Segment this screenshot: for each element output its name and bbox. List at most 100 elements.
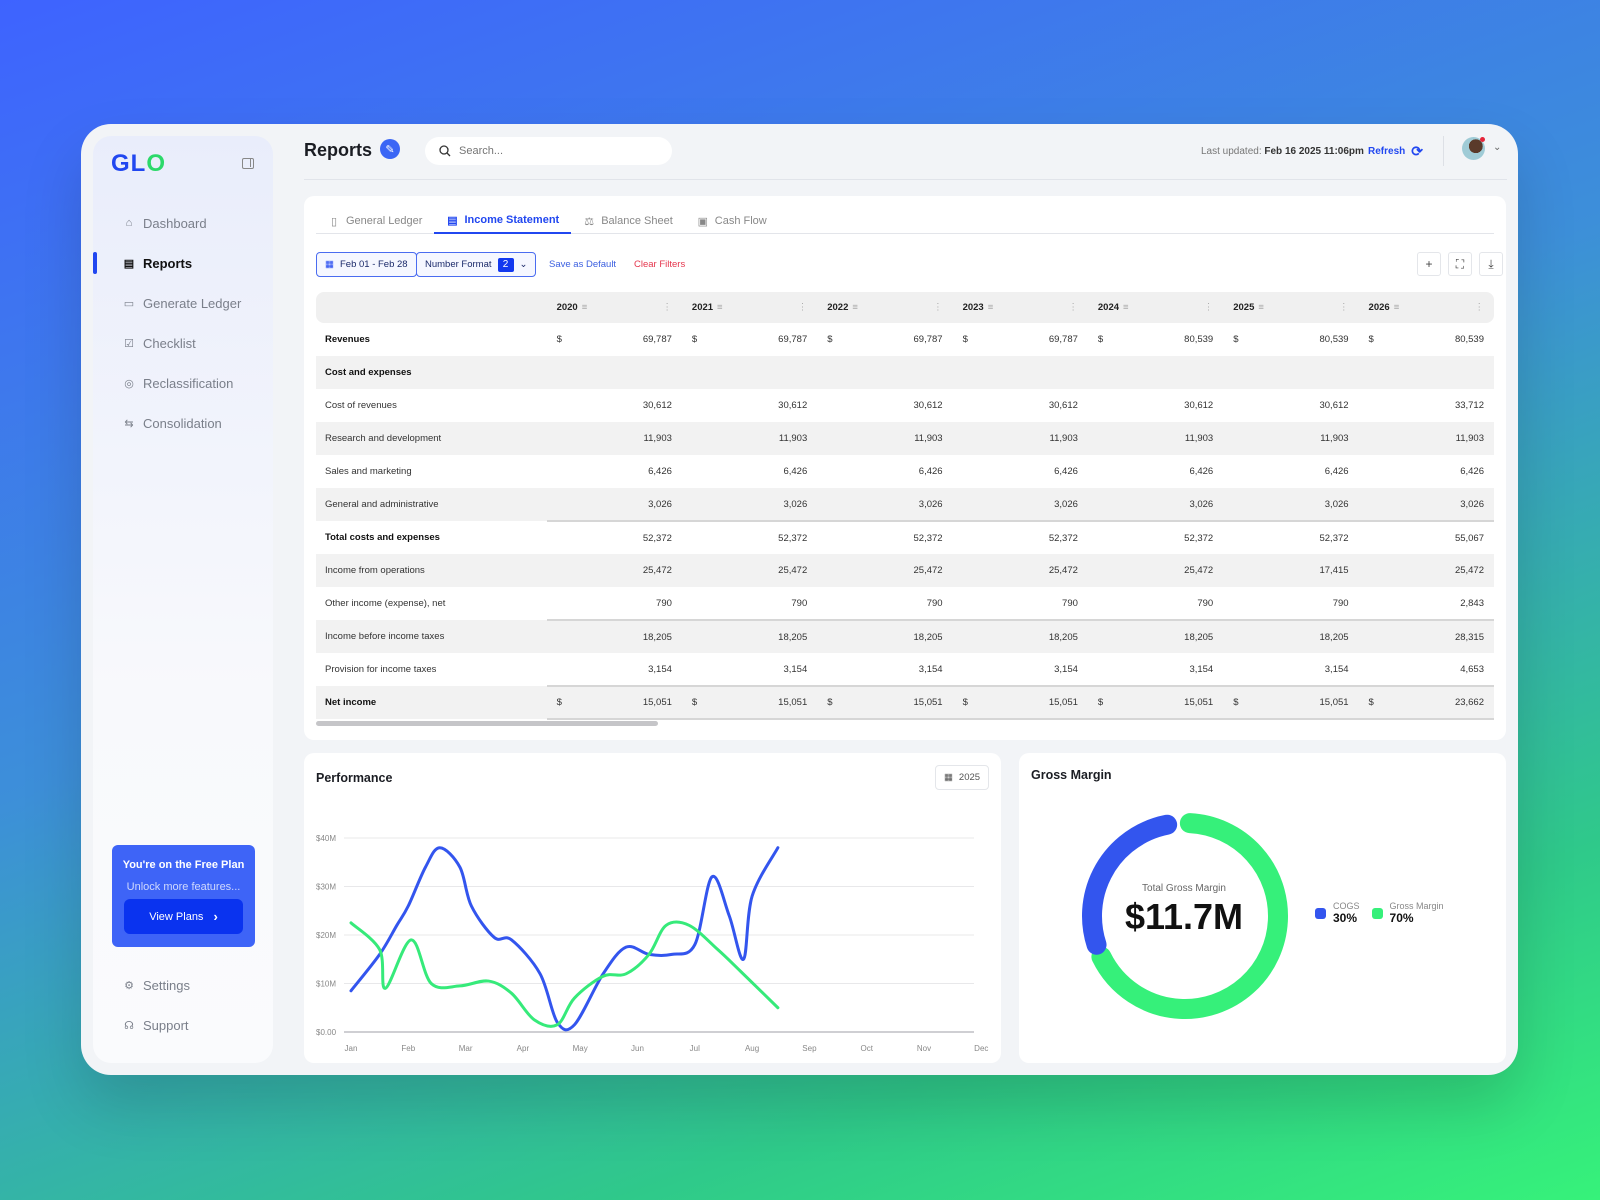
tab-balance-sheet[interactable]: ⚖ Balance Sheet [571, 208, 685, 234]
filter-icon[interactable]: ≡ [581, 302, 588, 313]
add-icon[interactable]: + [1417, 252, 1441, 276]
year-value: 2025 [958, 772, 981, 783]
year-header[interactable]: 2022 ≡ ⋮ [817, 292, 953, 323]
search-bar[interactable] [425, 137, 672, 165]
cell-value: 6,426 [918, 466, 943, 477]
logo[interactable]: GLO [111, 150, 166, 177]
edit-icon[interactable]: ✎ [380, 139, 400, 159]
currency-symbol [1358, 356, 1379, 389]
refresh-button[interactable]: Refresh ⟳ [1368, 143, 1423, 160]
legend-value: 70% [1389, 911, 1414, 925]
currency-symbol [681, 488, 702, 521]
more-options-icon[interactable]: ⋮ [1474, 302, 1485, 313]
currency-symbol: $ [1233, 334, 1239, 345]
currency-symbol [1359, 587, 1379, 620]
filter-icon[interactable]: ≡ [852, 302, 858, 313]
sidebar-item-generate-ledger[interactable]: ▭ Generate Ledger [93, 288, 273, 318]
sidebar-item-consolidation[interactable]: ⇆ Consolidation [93, 408, 273, 438]
year-header[interactable]: 2020 ≡ ⋮ [546, 292, 682, 323]
sidebar-item-label: Checklist [143, 335, 196, 351]
row-label: Income from operations [316, 554, 547, 587]
legend-item: COGS 30% [1315, 901, 1360, 925]
year-header[interactable]: 2025 ≡ ⋮ [1223, 292, 1359, 323]
document-icon: ▤ [123, 257, 135, 270]
currency-symbol [546, 422, 567, 455]
more-options-icon[interactable]: ⋮ [1203, 302, 1214, 313]
cell-value: 3,026 [1378, 488, 1494, 521]
search-input[interactable] [459, 145, 639, 157]
sidebar-item-dashboard[interactable]: ⌂ Dashboard [93, 208, 273, 238]
sidebar-item-checklist[interactable]: ☑ Checklist [93, 328, 273, 358]
year-picker[interactable]: ▦ 2025 [935, 765, 989, 790]
currency-symbol [1087, 422, 1108, 455]
sidebar-item-reports[interactable]: ▤ Reports [93, 248, 273, 278]
cell-value: 15,051 [972, 685, 1088, 720]
y-tick-label: $40M [316, 834, 336, 843]
cell-value: 15,051 [701, 685, 818, 720]
save-default-link[interactable]: Save as Default [549, 259, 617, 270]
number-format-value: 2 [497, 257, 514, 272]
avatar[interactable] [1462, 137, 1485, 160]
more-options-icon[interactable]: ⋮ [1339, 302, 1349, 313]
tab-income-statement[interactable]: ▤ Income Statement [434, 208, 572, 234]
currency-symbol [681, 554, 702, 587]
view-plans-button[interactable]: View Plans › [124, 899, 243, 934]
chevron-down-icon[interactable]: ⌄ [1493, 142, 1502, 153]
number-format-select[interactable]: Number Format 2 ⌄ [416, 252, 537, 277]
sidebar-item-support[interactable]: ☊ Support [93, 1010, 273, 1040]
tab-general-ledger[interactable]: ▯ General Ledger [316, 208, 434, 234]
income-statement-table: 2020 ≡ ⋮ 2021 ≡ ⋮ 2022 ≡ ⋮ 2023 ≡ ⋮ 2024 ≡ ⋮ 2025 ≡ ⋮ 2026… [316, 292, 1494, 720]
year-header[interactable]: 2023 ≡ ⋮ [952, 292, 1088, 323]
date-range-picker[interactable]: ▦ Feb 01 - Feb 28 [316, 252, 417, 277]
checklist-icon: ☑ [124, 337, 134, 350]
row-label: Sales and marketing [325, 466, 412, 477]
currency-symbol: $ [681, 685, 702, 720]
filter-icon[interactable]: ≡ [1393, 302, 1400, 313]
download-icon[interactable]: ⤓ [1479, 252, 1503, 276]
horizontal-scrollbar[interactable] [316, 721, 658, 726]
collapse-sidebar-icon[interactable] [242, 158, 254, 169]
more-options-icon[interactable]: ⋮ [797, 302, 808, 313]
currency-symbol [1358, 488, 1379, 521]
more-options-icon[interactable]: ⋮ [933, 302, 943, 313]
currency-symbol [817, 422, 838, 455]
row-label: Revenues [325, 334, 370, 345]
year-header[interactable]: 2026 ≡ ⋮ [1358, 292, 1494, 323]
filter-icon[interactable]: ≡ [1123, 302, 1129, 313]
cell-value: 52,372 [972, 520, 1088, 554]
legend-value: 30% [1333, 911, 1358, 925]
more-options-icon[interactable]: ⋮ [1068, 302, 1078, 313]
sidebar-item-reclassification[interactable]: ◎ Reclassification [93, 368, 273, 398]
currency-symbol [681, 356, 702, 389]
currency-symbol [817, 455, 837, 488]
year-header[interactable]: 2024 ≡ ⋮ [1087, 292, 1224, 323]
cell-value: 3,026 [972, 488, 1088, 521]
year-label: 2025 [1233, 302, 1255, 313]
year-header[interactable]: 2021 ≡ ⋮ [681, 292, 818, 323]
row-label: Research and development [316, 422, 547, 455]
sidebar: GLO ⌂ Dashboard ▤ Reports ▭ Generate Ledger ☑ C… [93, 136, 273, 1063]
cell-value: 3,026 [1243, 488, 1359, 521]
filter-icon[interactable]: ≡ [987, 302, 994, 313]
cell-value: 30,612 [778, 400, 808, 411]
row-label: Total costs and expenses [325, 532, 440, 543]
more-options-icon[interactable]: ⋮ [662, 302, 672, 313]
tab-cash-flow[interactable]: ▣ Cash Flow [685, 208, 779, 234]
date-range-value: Feb 01 - Feb 28 [339, 259, 408, 270]
filter-icon[interactable]: ≡ [717, 302, 723, 313]
currency-symbol [1223, 389, 1243, 422]
fullscreen-icon[interactable]: ⛶ [1448, 252, 1472, 276]
filter-icon[interactable]: ≡ [1258, 302, 1264, 313]
cell-value [701, 356, 818, 389]
cell-value: 11,903 [1243, 422, 1359, 455]
cell-value: 790 [1332, 597, 1349, 609]
clear-filters-link[interactable]: Clear Filters [634, 259, 686, 270]
sidebar-item-settings[interactable]: ⚙ Settings [93, 970, 273, 1000]
currency-symbol [953, 455, 973, 488]
cell-value: 790 [791, 597, 808, 609]
y-tick-label: $20M [316, 931, 336, 940]
y-tick-label: $30M [316, 883, 336, 892]
sidebar-item-label: Support [143, 1017, 189, 1033]
currency-symbol: $ [1223, 685, 1244, 720]
year-label: 2024 [1097, 302, 1120, 313]
